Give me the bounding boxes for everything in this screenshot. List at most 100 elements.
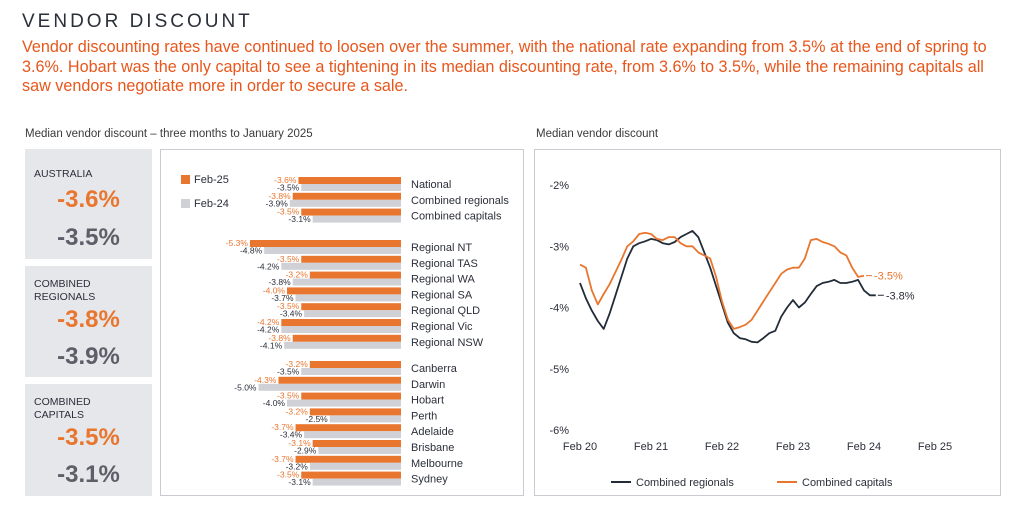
category-label-regional-tas: Regional TAS: [411, 258, 478, 270]
category-label-regional-nt: Regional NT: [411, 242, 472, 254]
stat-label: AUSTRALIA: [34, 168, 93, 180]
category-label-melbourne: Melbourne: [411, 458, 463, 470]
bar-label-feb25-regional-vic: -4.2%: [257, 317, 280, 327]
bar-feb24-adelaide: [304, 431, 401, 439]
bar-feb24-regional-nt: [264, 247, 401, 254]
bar-feb25-regional-wa: [309, 271, 401, 279]
bar-feb24-melbourne: [309, 462, 401, 470]
bar-feb25-brisbane: [312, 440, 401, 447]
category-label-regional-sa: Regional SA: [411, 289, 473, 301]
bar-feb25-sydney: [301, 471, 401, 479]
bar-label-feb24-regional-nsw: -4.1%: [260, 340, 283, 350]
bar-label-feb24-adelaide: -3.4%: [280, 430, 303, 440]
bar-feb25-regional-nt: [249, 240, 401, 247]
bar-feb24-brisbane: [318, 447, 401, 454]
bar-label-feb24-darwin: -5.0%: [234, 382, 257, 392]
category-label-canberra: Canberra: [411, 363, 458, 375]
bar-feb25-regional-nsw: [292, 334, 401, 342]
bar-feb25-canberra: [309, 361, 401, 368]
stat-current-value: -3.6%: [57, 186, 120, 213]
bar-label-feb24-canberra: -3.5%: [277, 367, 300, 377]
bar-label-feb24-regional-wa: -3.8%: [268, 277, 291, 287]
y-tick-label: -2%: [549, 180, 569, 192]
bar-feb24-sydney: [312, 478, 401, 486]
category-label-regional-vic: Regional Vic: [411, 321, 473, 333]
stat-current-value: -3.8%: [57, 306, 120, 333]
page-title: VENDOR DISCOUNT: [22, 11, 253, 32]
category-label-regional-nsw: Regional NSW: [411, 337, 484, 349]
bar-feb25-regional-tas: [301, 255, 401, 263]
stat-previous-value: -3.5%: [57, 224, 120, 251]
category-label-regional-qld: Regional QLD: [411, 305, 480, 317]
bar-label-feb24-national: -3.5%: [277, 183, 300, 193]
stat-label: COMBINED REGIONALS: [34, 278, 95, 304]
bar-feb25-adelaide: [295, 424, 401, 432]
bar-chart-caption: Median vendor discount – three months to…: [25, 128, 313, 140]
intro-text: Vendor discounting rates have continued …: [22, 38, 987, 95]
stat-card-australia: AUSTRALIA -3.6% -3.5%: [25, 149, 152, 259]
bar-label-feb25-combined-capitals: -3.5%: [277, 207, 300, 217]
stat-current-value: -3.5%: [57, 424, 120, 451]
bar-feb24-perth: [329, 415, 401, 423]
bar-label-feb25-canberra: -3.2%: [286, 359, 309, 369]
bar-feb24-hobart: [287, 399, 401, 407]
x-tick-label: Feb 21: [634, 441, 668, 453]
bar-feb24-regional-tas: [281, 262, 401, 270]
bar-label-feb24-melbourne: -3.2%: [286, 461, 309, 471]
bar-feb25-regional-qld: [301, 303, 401, 311]
legend-label-feb25: Feb-25: [194, 174, 229, 186]
category-label-brisbane: Brisbane: [411, 442, 454, 454]
bar-label-feb24-combined-capitals: -3.1%: [288, 214, 311, 224]
bar-feb24-canberra: [301, 368, 401, 375]
x-tick-label: Feb 23: [776, 441, 810, 453]
bar-label-feb24-combined-regionals: -3.9%: [266, 198, 289, 208]
bar-feb24-combined-capitals: [312, 215, 401, 223]
bar-feb25-combined-regionals: [292, 192, 401, 200]
bar-feb24-regional-sa: [295, 294, 401, 302]
y-tick-label: -3%: [549, 241, 569, 253]
stat-previous-value: -3.1%: [57, 461, 120, 488]
bar-feb24-combined-regionals: [289, 199, 401, 207]
bar-feb25-regional-vic: [281, 319, 401, 326]
bar-feb24-national: [301, 184, 401, 191]
end-label-combined-capitals: -3.5%: [874, 271, 903, 283]
bar-label-feb24-regional-nt: -4.8%: [240, 246, 263, 256]
y-tick-label: -6%: [549, 425, 569, 437]
x-tick-label: Feb 22: [705, 441, 739, 453]
bar-label-feb25-combined-regionals: -3.8%: [268, 191, 291, 201]
bar-feb25-national: [298, 177, 401, 184]
bar-feb24-regional-qld: [304, 310, 401, 318]
bar-feb25-darwin: [278, 376, 401, 384]
stat-label-line: COMBINED: [34, 396, 91, 408]
series-line-combined-regionals: [579, 230, 876, 344]
bar-label-feb25-regional-nsw: -3.8%: [268, 333, 291, 343]
category-label-hobart: Hobart: [411, 395, 444, 407]
bar-label-feb25-darwin: -4.3%: [254, 375, 277, 385]
stat-card-combined-capitals: COMBINED CAPITALS -3.5% -3.1%: [25, 384, 152, 496]
series-line-combined-capitals: [579, 231, 865, 330]
legend-label-regionals: Combined regionals: [636, 477, 734, 489]
bar-feb24-regional-nsw: [284, 341, 401, 349]
bar-label-feb25-regional-sa: -4.0%: [263, 285, 286, 295]
category-label-perth: Perth: [411, 410, 437, 422]
end-label-combined-regionals: -3.8%: [886, 290, 915, 302]
bar-feb24-regional-vic: [281, 326, 401, 333]
category-label-adelaide: Adelaide: [411, 426, 454, 438]
bar-label-feb25-perth: -3.2%: [286, 406, 309, 416]
stat-previous-value: -3.9%: [57, 343, 120, 370]
x-tick-label: Feb 20: [563, 441, 597, 453]
category-label-sydney: Sydney: [411, 474, 448, 486]
line-chart: -2% -3% -4% -5% -6% Feb 20 Feb 21 Feb 22 Feb 23 F…: [549, 180, 952, 489]
line-chart-caption: Median vendor discount: [536, 128, 659, 140]
stat-label: COMBINED CAPITALS: [34, 396, 91, 422]
y-tick-label: -5%: [549, 364, 569, 376]
legend-label-feb24: Feb-24: [194, 198, 229, 210]
legend-swatch-feb24: [181, 199, 190, 208]
bar-label-feb25-adelaide: -3.7%: [271, 422, 294, 432]
line-chart-panel: -2% -3% -4% -5% -6% Feb 20 Feb 21 Feb 22 Feb 23 F…: [534, 149, 1001, 496]
bar-label-feb25-regional-tas: -3.5%: [277, 254, 300, 264]
bar-label-feb24-hobart: -4.0%: [263, 398, 286, 408]
stat-label-line: REGIONALS: [34, 291, 96, 303]
bar-label-feb24-regional-vic: -4.2%: [257, 325, 280, 335]
bar-label-feb24-brisbane: -2.9%: [294, 446, 317, 456]
